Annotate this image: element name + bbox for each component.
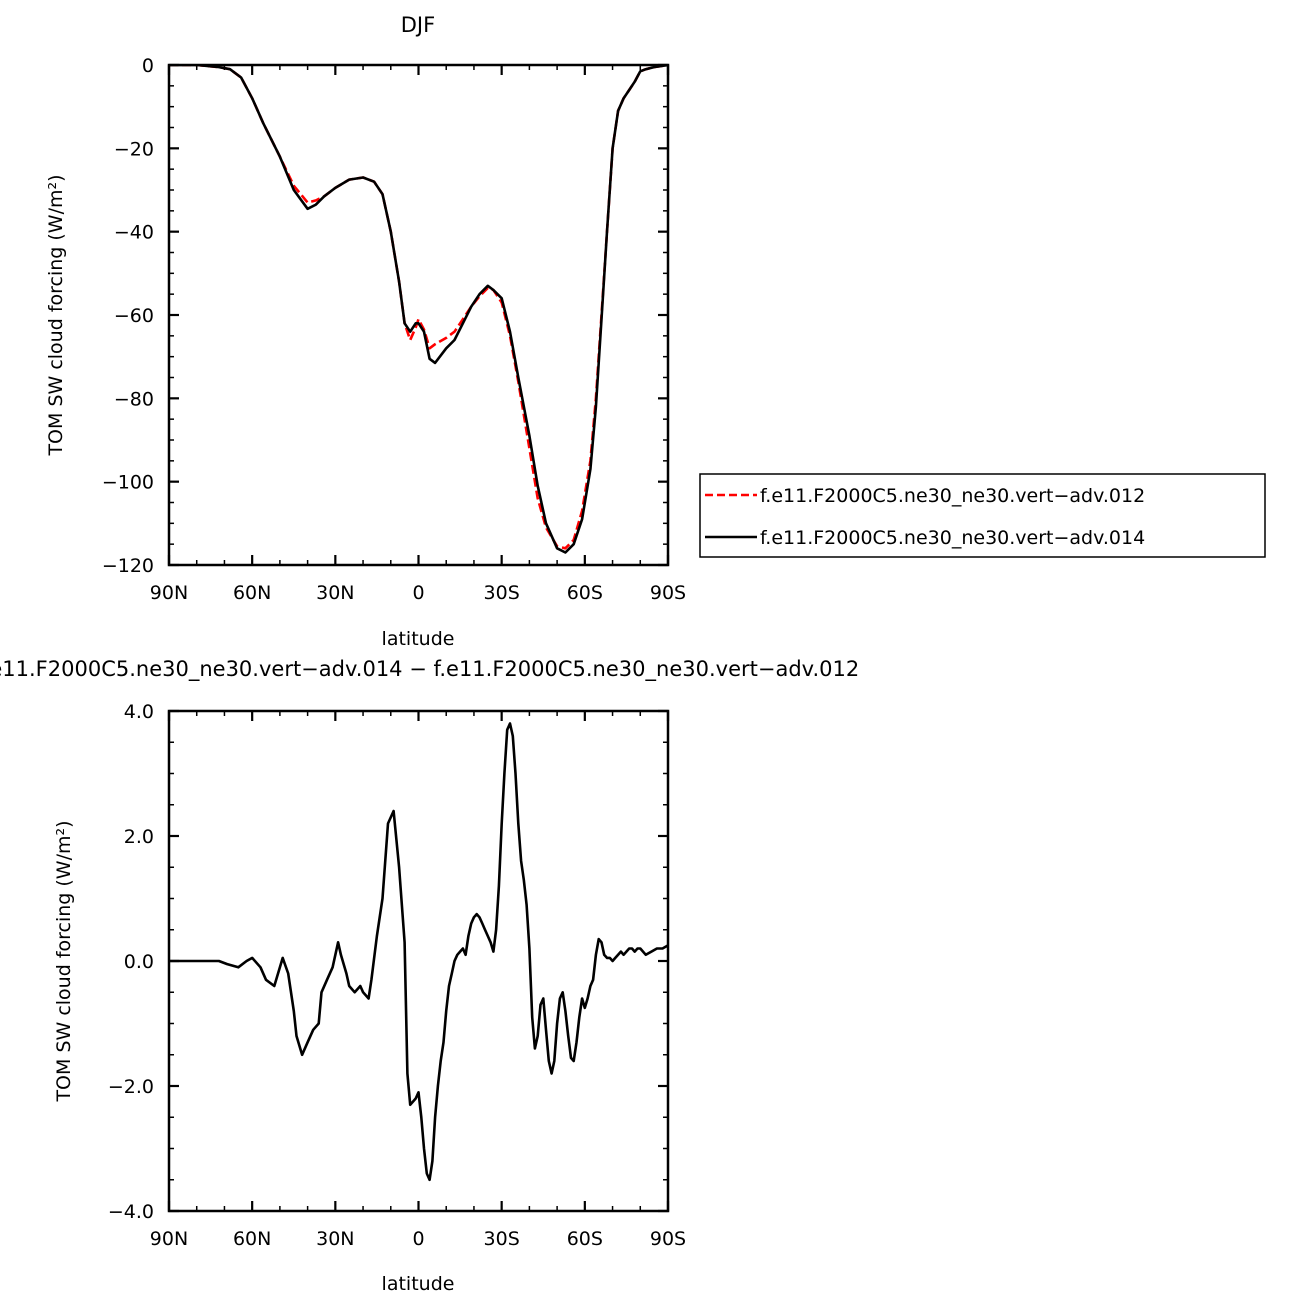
- bottom-panel: f.e11.F2000C5.ne30_ne30.vert−adv.014 − f…: [0, 657, 859, 1295]
- bottom-panel-y-axis-label: TOM SW cloud forcing (W/m²): [53, 820, 75, 1102]
- x-tick-label: 90S: [650, 582, 686, 604]
- top-panel-x-axis-label: latitude: [382, 628, 455, 650]
- y-tick-label: −80: [114, 388, 154, 410]
- x-tick-label: 90N: [150, 1228, 188, 1250]
- plot-frame: [167, 63, 670, 567]
- x-tick-label: 0: [412, 1228, 424, 1250]
- y-tick-label: −60: [114, 305, 154, 327]
- top-panel-title: DJF: [401, 13, 435, 37]
- legend-label-series-012: f.e11.F2000C5.ne30_ne30.vert−adv.012: [760, 485, 1145, 507]
- top-panel-plot-area: 0 −20 −40 −60 −80 −100 −120 90N 60N 30N 0 30S 60S 90S: [102, 55, 686, 604]
- bottom-panel-title: f.e11.F2000C5.ne30_ne30.vert−adv.014 − f…: [0, 657, 859, 682]
- x-tick-label: 30S: [484, 582, 520, 604]
- x-tick-label: 90N: [150, 582, 188, 604]
- series-line-difference: [169, 722, 668, 1182]
- y-tick-label: −4.0: [108, 1201, 154, 1223]
- x-tick-label: 30N: [316, 1228, 354, 1250]
- x-tick-label: 30S: [484, 1228, 520, 1250]
- x-tick-label: 90S: [650, 1228, 686, 1250]
- x-tick-label: 60N: [233, 1228, 271, 1250]
- x-tick-label: 60S: [567, 1228, 603, 1250]
- x-tick-label: 60N: [233, 582, 271, 604]
- y-tick-label: −20: [114, 138, 154, 160]
- bottom-panel-plot-area: 4.0 2.0 0.0 −2.0 −4.0 90N 60N 30N 0 30S 60S 90S: [108, 701, 686, 1250]
- y-tick-label: 0.0: [124, 951, 154, 973]
- y-tick-label: 2.0: [124, 826, 154, 848]
- series-line-014: [169, 65, 668, 554]
- y-tick-label: −100: [102, 472, 154, 494]
- x-tick-label: 30N: [316, 582, 354, 604]
- x-tick-label: 0: [412, 582, 424, 604]
- series-line-012: [169, 65, 668, 550]
- bottom-panel-x-axis-label: latitude: [382, 1273, 455, 1295]
- x-tick-label: 60S: [567, 582, 603, 604]
- y-tick-label: 0: [142, 55, 154, 77]
- legend-box: [699, 473, 1266, 558]
- legend: f.e11.F2000C5.ne30_ne30.vert−adv.012 f.e…: [699, 473, 1266, 558]
- y-tick-label: −40: [114, 222, 154, 244]
- y-tick-label: −2.0: [108, 1076, 154, 1098]
- legend-label-series-014: f.e11.F2000C5.ne30_ne30.vert−adv.014: [760, 527, 1145, 549]
- y-tick-label: 4.0: [124, 701, 154, 723]
- y-tick-label: −120: [102, 555, 154, 577]
- top-panel: DJF TOM SW cloud forcing (W/m²) 0 −20 −40 −…: [45, 13, 686, 650]
- plot-frame: [167, 709, 670, 1213]
- top-panel-y-axis-label: TOM SW cloud forcing (W/m²): [45, 174, 67, 456]
